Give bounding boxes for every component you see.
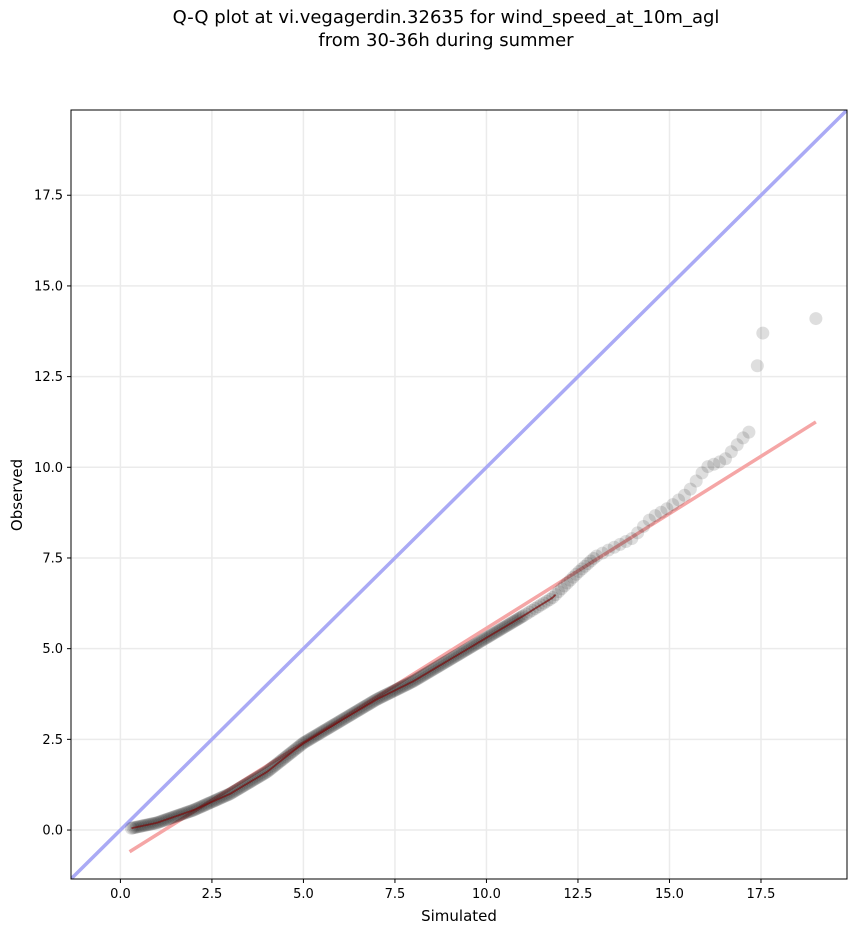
qq-point (619, 534, 633, 548)
qq-point (584, 554, 598, 568)
grid (71, 110, 847, 879)
y-tick-label: 10.0 (34, 461, 63, 476)
x-tick-label: 7.5 (385, 887, 406, 902)
qq-point (695, 466, 709, 480)
qq-point (660, 502, 674, 516)
y-tick-label: 15.0 (34, 279, 63, 294)
qq-point (569, 567, 583, 581)
qq-point (677, 488, 691, 502)
qq-point (683, 482, 697, 496)
qq-point (718, 452, 732, 466)
axis-ticks: 0.0 2.5 5.0 7.5 10.0 12.5 15.0 17.5 0.0 2.5 5.0 7.5… (34, 189, 775, 902)
plot-frame (70, 109, 848, 880)
qq-point (707, 457, 721, 471)
y-tick-label: 17.5 (34, 189, 63, 204)
qq-point (581, 557, 595, 571)
qq-point (587, 551, 601, 565)
qq-point (607, 540, 621, 554)
qq-point (557, 579, 571, 593)
qq-point (601, 543, 615, 557)
qq-point (736, 431, 750, 445)
qq-point (554, 582, 568, 596)
qq-point (572, 565, 586, 579)
x-axis-label: Simulated (421, 907, 497, 925)
x-tick-label: 0.0 (110, 887, 131, 902)
x-tick-label: 12.5 (563, 887, 592, 902)
x-tick-label: 17.5 (747, 887, 776, 902)
qq-point (689, 474, 703, 488)
qq-point (809, 312, 823, 326)
qq-point (724, 445, 738, 459)
y-axis-label: Observed (8, 459, 26, 531)
qq-point (672, 493, 686, 507)
qq-point (642, 513, 656, 527)
qq-point (730, 438, 744, 452)
qq-point (124, 821, 138, 835)
y-tick-label: 2.5 (42, 733, 63, 748)
plot-area (71, 110, 847, 879)
qq-point (625, 532, 639, 546)
chart-title-line1: Q-Q plot at vi.vegagerdin.32635 for wind… (172, 7, 720, 28)
qq-point (566, 570, 580, 584)
qq-point (636, 519, 650, 533)
qq-point (750, 359, 764, 373)
x-tick-label: 5.0 (293, 887, 314, 902)
y-tick-label: 7.5 (42, 551, 63, 566)
y-tick-label: 0.0 (42, 824, 63, 839)
qq-point (654, 505, 668, 519)
qq-point (575, 562, 589, 576)
qq-point (666, 498, 680, 512)
qq-point (563, 573, 577, 587)
qq-point (701, 460, 715, 474)
y-tick-label: 5.0 (42, 642, 63, 657)
quantile-curve (131, 593, 557, 830)
qq-point (631, 526, 645, 540)
y-tick-label: 12.5 (34, 370, 63, 385)
qq-point (560, 576, 574, 590)
qq-point (742, 425, 756, 439)
qq-point (713, 455, 727, 469)
x-tick-label: 10.0 (472, 887, 501, 902)
qq-point (648, 509, 662, 523)
fit-line (128, 420, 817, 854)
qq-point (613, 537, 627, 551)
x-tick-label: 2.5 (202, 887, 223, 902)
qq-point (590, 549, 604, 563)
identity-line (71, 110, 847, 879)
x-tick-label: 15.0 (655, 887, 684, 902)
chart-title: Q-Q plot at vi.vegagerdin.32635 for wind… (0, 6, 856, 52)
chart-title-line2: from 30-36h during summer (318, 30, 574, 51)
qq-point (756, 326, 770, 340)
qq-point (595, 546, 609, 560)
qq-point (578, 559, 592, 573)
